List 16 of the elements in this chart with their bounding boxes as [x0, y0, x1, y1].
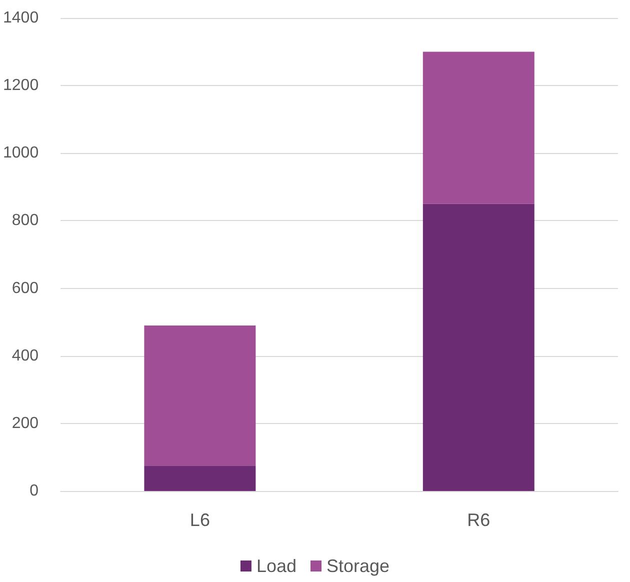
y-tick-label: 800: [12, 212, 39, 230]
y-tick-label: 400: [12, 347, 39, 364]
bar: [422, 204, 534, 491]
legend-label: Storage: [326, 556, 390, 576]
bar: [144, 325, 256, 466]
x-tick-label: R6: [467, 510, 490, 530]
y-tick-label: 200: [12, 414, 39, 432]
y-tick-label: 1000: [3, 144, 39, 162]
y-tick-label: 1400: [3, 10, 39, 26]
bar: [422, 52, 534, 204]
y-tick-label: 1200: [3, 77, 39, 94]
y-tick-label: 0: [30, 482, 39, 500]
legend-label: Load: [256, 556, 297, 576]
bar: [144, 466, 256, 491]
y-tick-label: 600: [12, 280, 39, 297]
x-tick-label: L6: [190, 510, 210, 530]
